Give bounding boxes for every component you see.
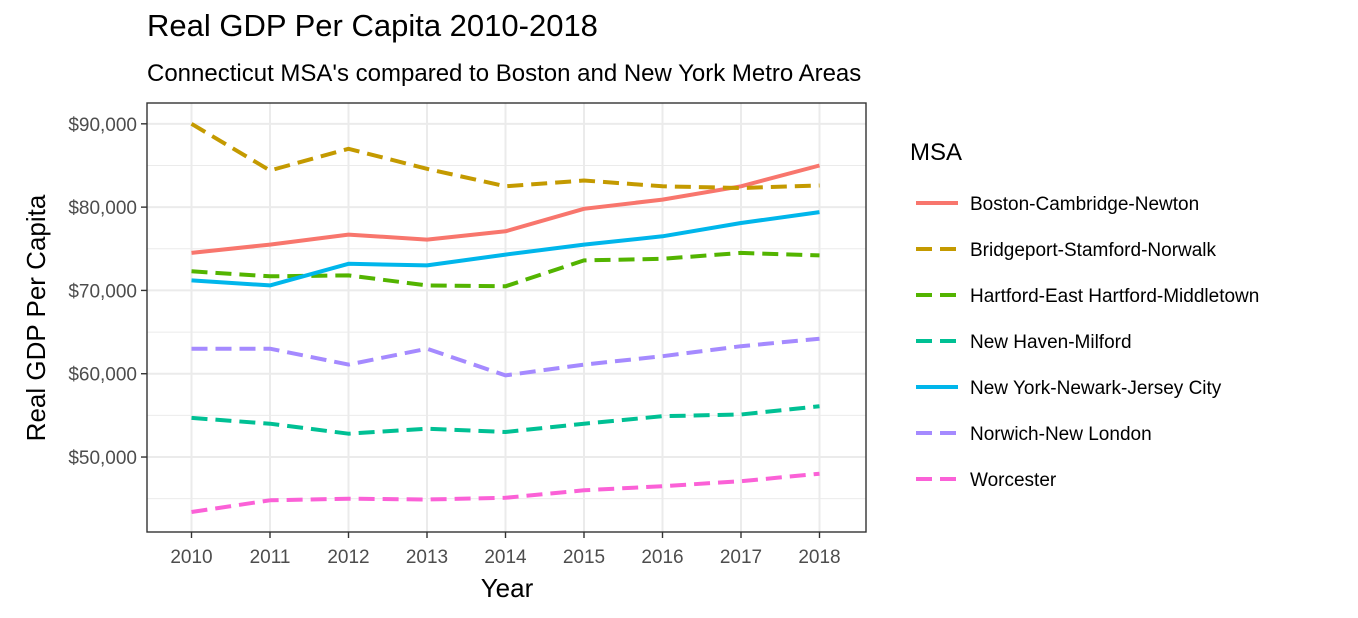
series-line [191, 336, 820, 378]
series-line [191, 250, 820, 289]
x-tick-label: 2017 [720, 547, 762, 568]
x-axis-title: Year [481, 573, 534, 603]
x-axis: 2010 2011 2012 2013 2014 2015 2016 2017 2018 [170, 532, 841, 568]
legend-label: New York-Newark-Jersey City [970, 378, 1222, 399]
y-axis: $50,000 $60,000 $70,000 $80,000 $90,000 [68, 115, 147, 469]
x-tick-label: 2010 [170, 547, 212, 568]
legend-label: Bridgeport-Stamford-Norwalk [970, 240, 1217, 261]
series-line [191, 163, 821, 255]
y-tick-label: $60,000 [68, 365, 137, 386]
chart-subtitle: Connecticut MSA's compared to Boston and… [147, 60, 862, 87]
series-line [191, 471, 820, 514]
legend-label: Worcester [970, 470, 1057, 491]
chart-title: Real GDP Per Capita 2010-2018 [147, 8, 598, 43]
x-tick-label: 2011 [250, 547, 291, 568]
y-tick-label: $90,000 [68, 115, 137, 136]
x-tick-label: 2014 [484, 547, 527, 568]
legend-label: Hartford-East Hartford-Middletown [970, 286, 1259, 307]
plot-panel-border [146, 102, 867, 533]
y-axis-title: Real GDP Per Capita [21, 194, 51, 441]
series-lines [190, 122, 821, 514]
legend-label: Boston-Cambridge-Newton [970, 194, 1199, 215]
series-line [191, 210, 820, 288]
y-tick-label: $70,000 [68, 281, 137, 302]
legend-label: New Haven-Milford [970, 332, 1132, 353]
legend-title: MSA [910, 139, 962, 166]
y-tick-label: $50,000 [68, 448, 137, 469]
x-tick-label: 2015 [563, 547, 605, 568]
x-tick-label: 2016 [641, 547, 683, 568]
grid-lines [147, 103, 866, 532]
series-line [190, 122, 820, 190]
x-tick-label: 2012 [327, 547, 369, 568]
legend-label: Norwich-New London [970, 424, 1152, 445]
x-tick-label: 2018 [798, 547, 840, 568]
legend: MSA Boston-Cambridge-Newton Bridgeport-St… [910, 139, 1259, 491]
x-tick-label: 2013 [406, 547, 448, 568]
y-tick-label: $80,000 [68, 198, 137, 219]
series-line [191, 404, 820, 436]
